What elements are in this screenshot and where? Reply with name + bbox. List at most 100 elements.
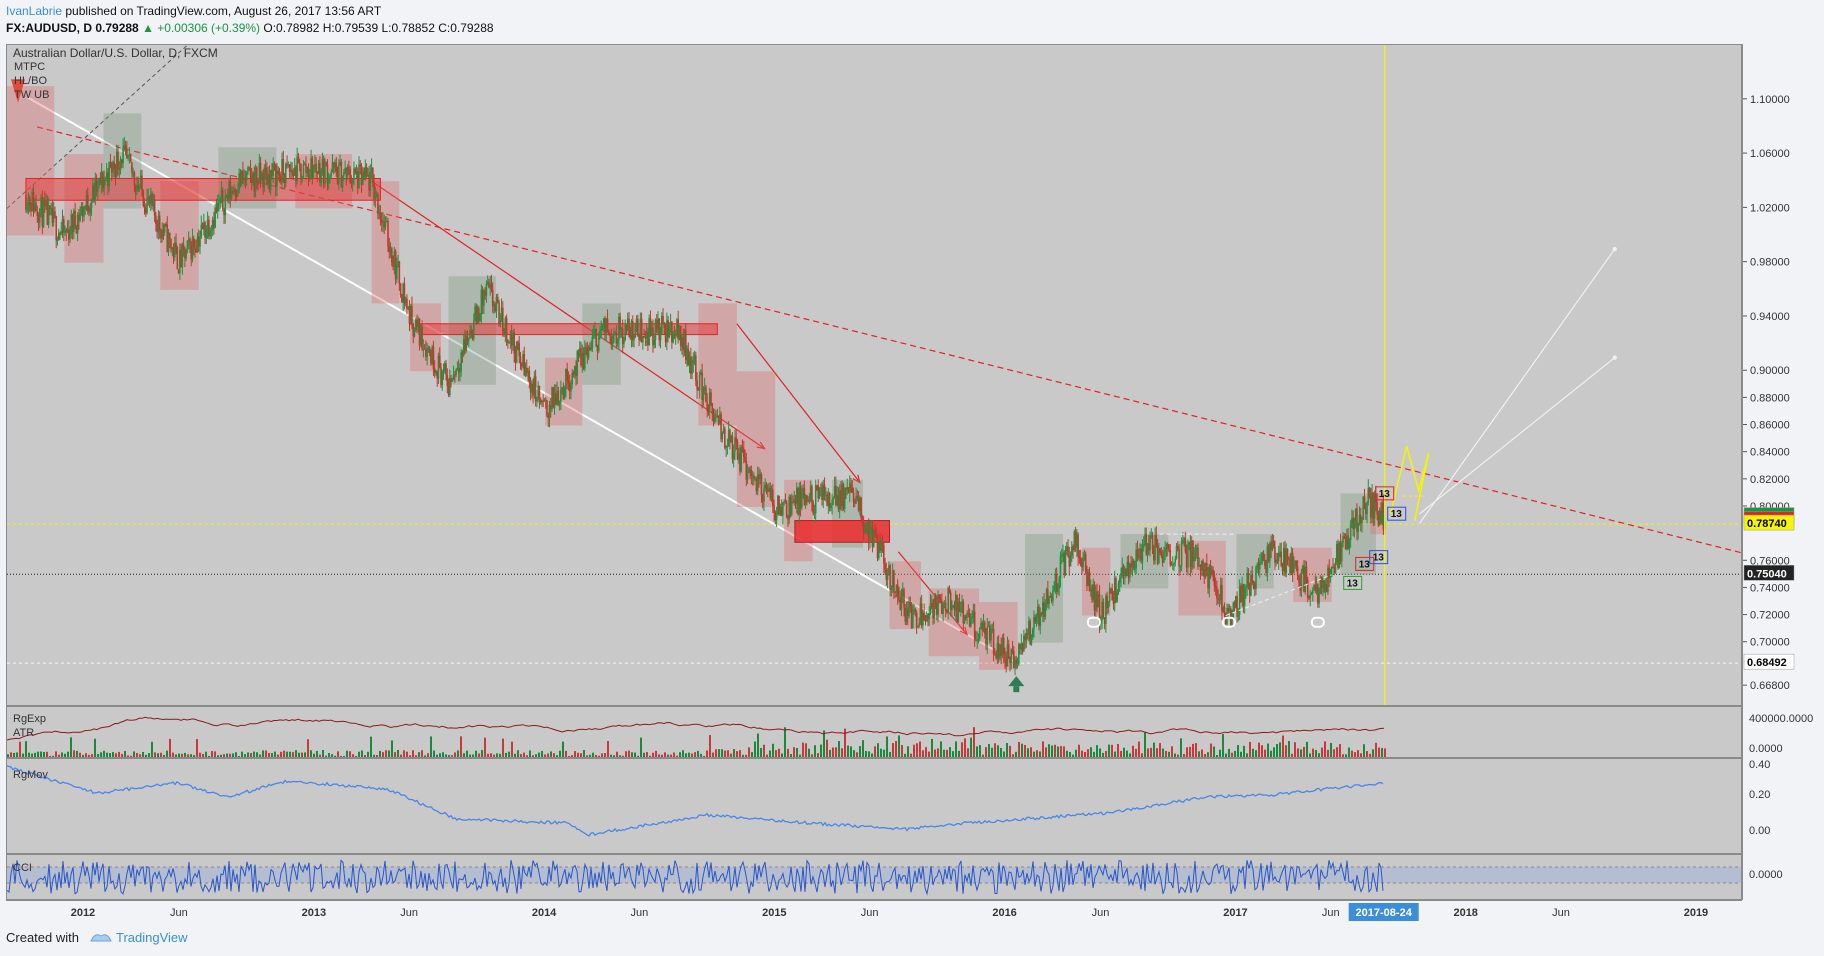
candle-body xyxy=(790,501,793,515)
price-axis[interactable]: 1.10000 1.06000 1.02000 0.98000 0.94000 0.900… xyxy=(1742,44,1824,706)
candle-body xyxy=(288,164,291,172)
candle-body xyxy=(1126,561,1129,576)
volume-pane[interactable]: RgExp ATR xyxy=(6,706,1742,758)
candle-body xyxy=(1217,598,1219,600)
candle-body xyxy=(565,368,567,389)
candle-body xyxy=(190,245,192,260)
candle-body xyxy=(39,208,41,223)
volume-bar xyxy=(955,741,957,757)
candle-body xyxy=(957,601,960,623)
author-link[interactable]: IvanLabrie xyxy=(6,4,63,18)
volume-bar xyxy=(1267,743,1269,757)
candle-body xyxy=(799,487,802,508)
candle-body xyxy=(334,162,336,168)
volume-bar xyxy=(301,752,303,757)
volume-bar xyxy=(754,741,756,757)
main-price-pane[interactable]: 13 13 13 13 13 Australian Dollar/U.S. Dollar… xyxy=(6,44,1742,706)
candle-body xyxy=(365,166,368,177)
movement-pane[interactable]: RgMov xyxy=(6,758,1742,854)
volume-bar xyxy=(1039,751,1041,757)
candle-body xyxy=(797,488,799,515)
volume-bar xyxy=(415,755,417,757)
candle-body xyxy=(943,602,946,604)
candle-body xyxy=(388,246,391,253)
time-axis[interactable]: 2012 Jun 2013 Jun 2014 Jun 2015 Jun 2016 Jun 2017 J… xyxy=(6,900,1742,923)
volume-bar xyxy=(220,754,222,757)
candle-body xyxy=(1253,583,1256,590)
candle-body xyxy=(351,179,354,184)
volume-bar xyxy=(1318,753,1320,757)
volume-bar xyxy=(1252,748,1254,757)
footer-brand-link[interactable]: TradingView xyxy=(116,930,188,945)
candle-body xyxy=(1111,588,1113,601)
candle-body xyxy=(1328,567,1330,578)
candle-body xyxy=(237,190,239,196)
candle-body xyxy=(317,163,320,174)
volume-bar xyxy=(937,748,939,757)
candle-body xyxy=(828,493,831,508)
volume-bar xyxy=(205,751,207,757)
candle-body xyxy=(1228,608,1231,612)
candle-body xyxy=(795,488,798,504)
candle-body xyxy=(1341,543,1343,562)
volume-bar xyxy=(19,741,21,757)
volume-bar xyxy=(1108,744,1110,757)
candle-body xyxy=(1034,617,1037,622)
candle-body xyxy=(184,249,186,259)
candle-body xyxy=(879,540,881,551)
volume-bar xyxy=(718,749,720,757)
volume-bar xyxy=(808,748,810,757)
indicator-label-twub[interactable]: TW UB xyxy=(14,89,50,101)
candle-body xyxy=(235,194,238,196)
indicator-label-mtpc[interactable]: MTPC xyxy=(14,61,46,73)
candle-body xyxy=(277,170,280,175)
volume-bar xyxy=(709,735,711,757)
volume-bar xyxy=(757,733,759,757)
candle-body xyxy=(1269,543,1271,562)
indicator-label-hlbo[interactable]: HL/BO xyxy=(14,75,48,87)
candle-body xyxy=(1311,589,1314,594)
candle-body xyxy=(303,163,306,165)
candle-body xyxy=(693,355,696,360)
candle-body xyxy=(835,485,837,505)
volume-bar xyxy=(190,754,192,757)
candle-body xyxy=(850,483,852,488)
candle-body xyxy=(464,339,466,351)
candle-body xyxy=(151,193,153,206)
candle-body xyxy=(350,181,353,184)
candle-body xyxy=(95,179,98,193)
volume-bar xyxy=(685,753,687,757)
volume-bar xyxy=(133,751,135,757)
candle-body xyxy=(809,486,812,500)
volume-bar xyxy=(79,752,81,757)
candle-body xyxy=(1024,635,1026,641)
time-tick-label: Jun xyxy=(1092,907,1110,919)
candle-body xyxy=(780,506,783,516)
volume-bar xyxy=(745,754,747,757)
candle-body xyxy=(678,325,681,340)
volume-bar xyxy=(1255,750,1257,757)
candle-body xyxy=(1021,643,1024,652)
volume-bar xyxy=(553,753,555,757)
red-arrow-1 xyxy=(371,180,765,450)
candle-body xyxy=(144,208,147,214)
candle-body xyxy=(1322,580,1324,588)
candle-body xyxy=(595,328,597,347)
candle-body xyxy=(660,316,663,334)
volume-bar xyxy=(616,751,618,757)
volume-bar xyxy=(1105,750,1107,757)
candle-body xyxy=(983,622,986,634)
range-box xyxy=(582,303,621,385)
volume-bar xyxy=(427,753,429,757)
volume-bar xyxy=(226,753,228,757)
movement-axis[interactable]: 0.40 0.20 0.00 xyxy=(1742,758,1824,854)
candle-body xyxy=(47,205,50,225)
cci-pane[interactable]: CCI xyxy=(6,854,1742,900)
candle-body xyxy=(1097,594,1100,608)
volume-bar xyxy=(28,752,30,757)
volume-axis[interactable]: 400000.0000 0.0000 xyxy=(1742,706,1824,758)
cci-axis[interactable]: 0.0000 xyxy=(1742,854,1824,900)
candle-body xyxy=(1216,587,1218,599)
candle-body xyxy=(1367,488,1370,503)
